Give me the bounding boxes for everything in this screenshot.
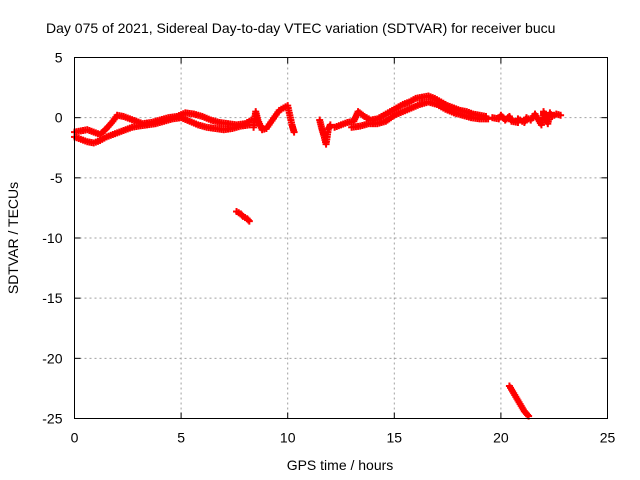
y-tick-label: -15: [42, 290, 62, 306]
y-tick-label: 0: [55, 110, 63, 126]
x-tick-label: 10: [280, 430, 296, 446]
data-point: [524, 411, 532, 419]
x-tick-label: 20: [493, 430, 509, 446]
data-points: [71, 92, 565, 420]
x-tick-label: 5: [177, 430, 185, 446]
data-point: [557, 111, 565, 119]
y-tick-label: -25: [42, 411, 62, 427]
x-tick-label: 0: [71, 430, 79, 446]
x-axis-label: GPS time / hours: [287, 457, 394, 473]
y-tick-label: 5: [55, 50, 63, 66]
data-point: [244, 216, 252, 224]
data-point: [326, 121, 334, 129]
x-tick-label: 15: [387, 430, 403, 446]
data-point: [484, 115, 492, 123]
grid: [74, 57, 608, 419]
x-tick-label: 25: [600, 430, 616, 446]
y-axis-label: SDTVAR / TECUs: [5, 182, 21, 294]
data-point: [290, 128, 298, 136]
y-tick-label: -20: [42, 350, 62, 366]
chart-title: Day 075 of 2021, Sidereal Day-to-day VTE…: [46, 20, 555, 36]
y-tick-label: -5: [50, 170, 63, 186]
y-tick-label: -10: [42, 230, 62, 246]
data-point: [245, 217, 253, 225]
axis-ticks: 0 5 10 15 20 25 -25 -20 -15 -10 -5 0 5: [42, 50, 615, 446]
